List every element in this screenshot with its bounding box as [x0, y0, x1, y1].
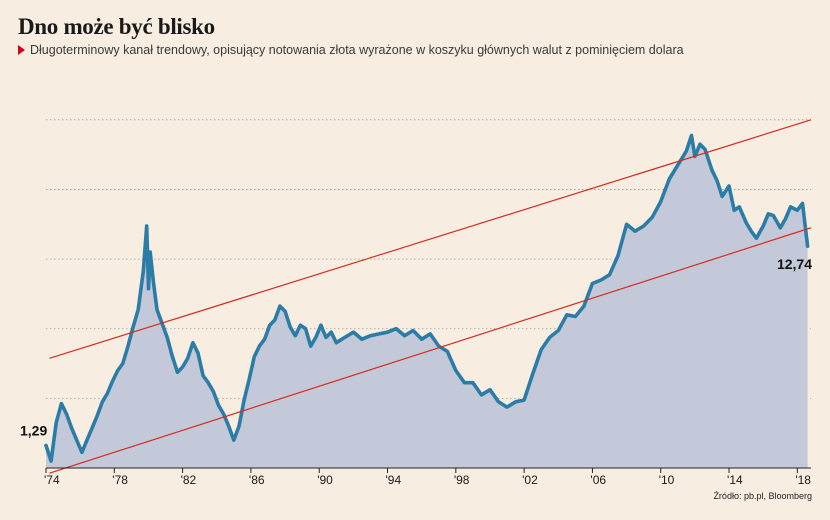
x-tick-label: '98 [454, 473, 470, 487]
x-tick-label: '02 [522, 473, 538, 487]
x-tick-label: '06 [590, 473, 606, 487]
end-value-label: 12,74 [777, 256, 812, 272]
trend-line-upper [49, 119, 812, 359]
trend-line-lower [49, 227, 812, 474]
chart-subtitle: Długoterminowy kanał trendowy, opisujący… [18, 43, 684, 57]
source-note: Źródło: pb.pl, Bloomberg [713, 491, 812, 501]
x-tick-label: '10 [659, 473, 675, 487]
x-tick-label: '78 [112, 473, 128, 487]
x-tick-label: '14 [727, 473, 743, 487]
series-area-fill [46, 135, 808, 468]
x-tick-label: '90 [317, 473, 333, 487]
chart-title: Dno może być blisko [18, 14, 215, 39]
x-tick-label: '18 [795, 473, 811, 487]
x-tick-label: '74 [44, 473, 60, 487]
x-tick-label: '86 [249, 473, 265, 487]
red-arrow-icon [18, 45, 25, 55]
x-tick-label: '82 [181, 473, 197, 487]
subtitle-text: Długoterminowy kanał trendowy, opisujący… [30, 43, 684, 57]
x-tick-label: '94 [386, 473, 402, 487]
start-value-label: 1,29 [20, 423, 47, 439]
series-line [44, 133, 810, 463]
